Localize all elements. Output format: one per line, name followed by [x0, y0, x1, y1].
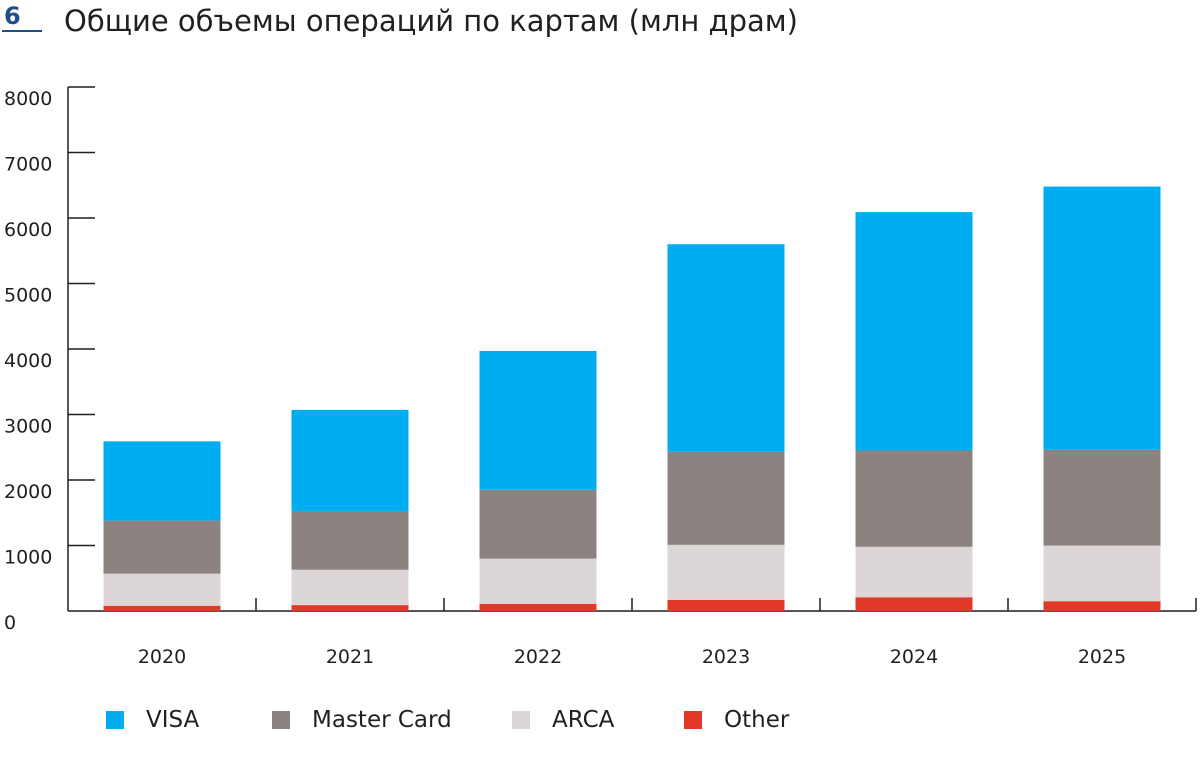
bar-segment-other — [855, 597, 973, 611]
legend-swatch-other — [684, 711, 702, 729]
legend-swatch-arca — [512, 711, 530, 729]
x-tick-label: 2022 — [514, 646, 562, 668]
bar-segment-visa — [855, 212, 973, 451]
bar-segment-master-card — [667, 451, 785, 545]
bar-segment-visa — [667, 244, 785, 452]
x-tick-label: 2025 — [1078, 646, 1126, 668]
legend-item-arca: ARCA — [512, 700, 614, 740]
chart-title: Общие объемы операций по картам (млн дра… — [64, 4, 798, 38]
y-tick-label: 4000 — [4, 350, 52, 372]
bar-segment-arca — [479, 558, 597, 604]
x-tick-label: 2023 — [702, 646, 750, 668]
bar-segment-visa — [103, 441, 221, 521]
legend-swatch-visa — [106, 711, 124, 729]
y-tick-label: 0 — [4, 612, 16, 634]
figure-number: 6 — [4, 2, 21, 30]
bar-segment-other — [291, 605, 409, 611]
x-tick-label: 2024 — [890, 646, 938, 668]
legend-item-other: Other — [684, 700, 789, 740]
legend-label-arca: ARCA — [552, 707, 615, 733]
bar-segment-master-card — [479, 489, 597, 559]
bar-segment-visa — [479, 350, 597, 490]
bar-segment-arca — [103, 573, 221, 606]
bar-segment-visa — [1043, 186, 1161, 450]
y-tick-label: 6000 — [4, 219, 52, 241]
bar-segment-other — [667, 599, 785, 611]
x-tick-label: 2020 — [138, 646, 186, 668]
legend-item-visa: VISA — [106, 700, 199, 740]
bar-segment-arca — [1043, 545, 1161, 602]
bar-segment-master-card — [103, 520, 221, 574]
y-tick-label: 3000 — [4, 416, 52, 438]
chart-legend: VISA Master Card ARCA Other — [0, 700, 1200, 740]
legend-swatch-master-card — [272, 711, 290, 729]
bar-segment-arca — [667, 544, 785, 600]
bar-segment-master-card — [1043, 449, 1161, 546]
stacked-bar-chart: 0 1000 2000 3000 4000 5000 6000 7000 8000 2020 202… — [4, 86, 1197, 668]
bar-segment-other — [103, 605, 221, 611]
legend-item-master-card: Master Card — [272, 700, 452, 740]
y-tick-label: 5000 — [4, 285, 52, 307]
figure-number-underline — [2, 30, 42, 32]
y-tick-label: 1000 — [4, 547, 52, 569]
legend-label-master-card: Master Card — [312, 707, 452, 733]
x-tick-label: 2021 — [326, 646, 374, 668]
y-tick-label: 2000 — [4, 481, 52, 503]
legend-label-visa: VISA — [146, 707, 200, 733]
bar-segment-other — [479, 603, 597, 611]
bar-segment-other — [1043, 601, 1161, 611]
legend-label-other: Other — [724, 707, 790, 733]
y-tick-label: 7000 — [4, 154, 52, 176]
bar-segment-visa — [291, 409, 409, 512]
bar-segment-master-card — [291, 511, 409, 570]
bar-segment-arca — [855, 546, 973, 598]
bar-segment-master-card — [855, 450, 973, 547]
bar-segment-arca — [291, 569, 409, 606]
y-tick-label: 8000 — [4, 88, 52, 110]
